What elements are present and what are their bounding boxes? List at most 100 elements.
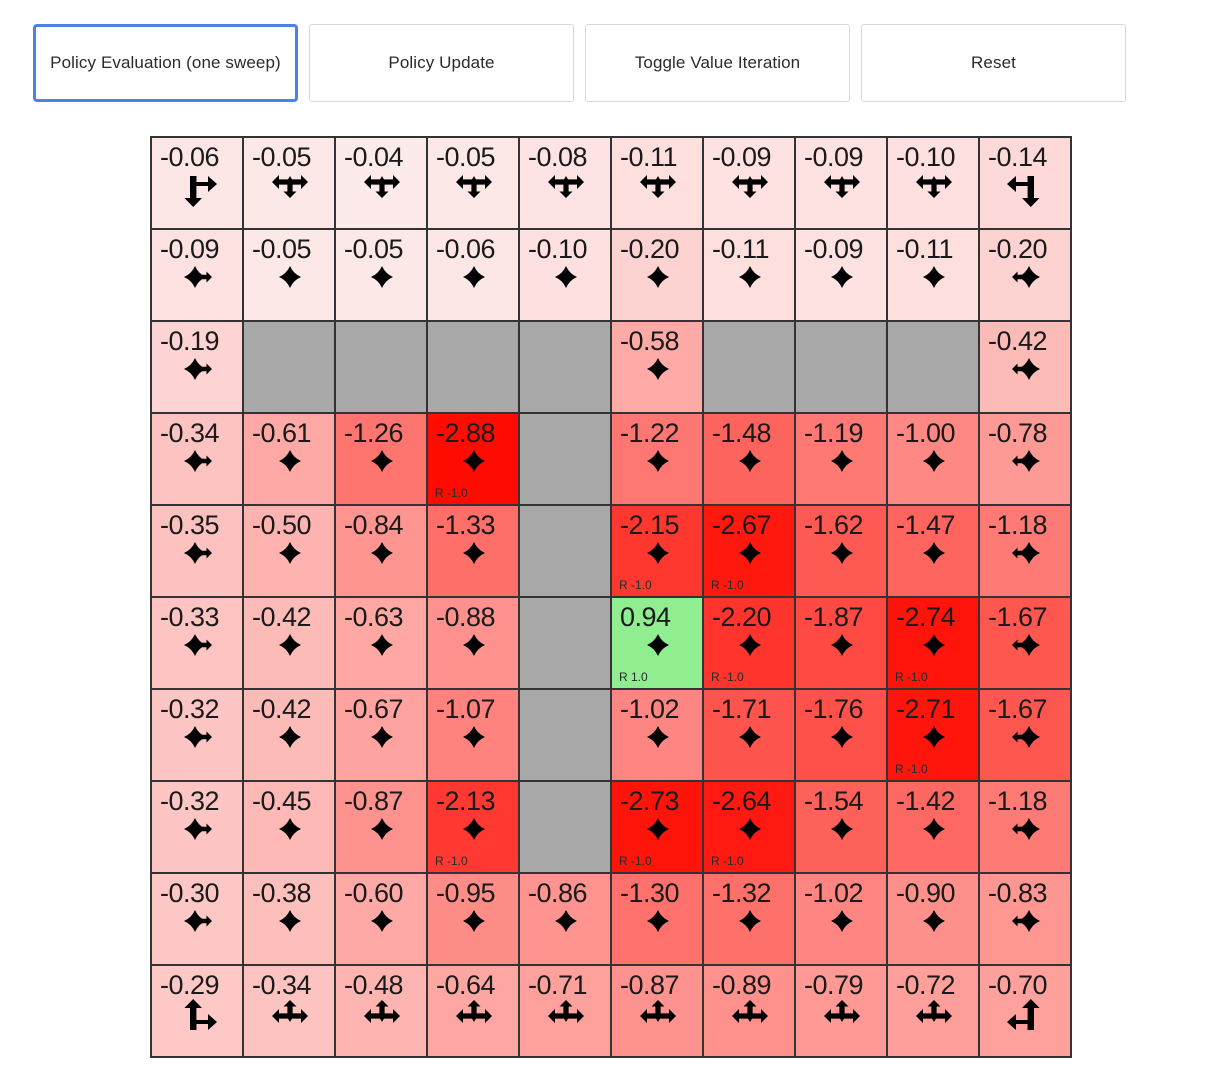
- cell-reward-label: R -1.0: [711, 670, 744, 684]
- grid-cell[interactable]: -0.42: [980, 322, 1072, 414]
- grid-cell[interactable]: -0.32: [152, 690, 244, 782]
- grid-cell[interactable]: -0.11: [612, 138, 704, 230]
- cell-value: -0.33: [160, 602, 220, 632]
- grid-cell[interactable]: -1.30: [612, 874, 704, 966]
- grid-cell[interactable]: -0.06: [152, 138, 244, 230]
- grid-cell[interactable]: -0.05: [244, 138, 336, 230]
- grid-cell[interactable]: -0.19: [152, 322, 244, 414]
- grid-cell[interactable]: -1.87: [796, 598, 888, 690]
- policy-update-button[interactable]: Policy Update: [309, 24, 574, 102]
- grid-cell[interactable]: -0.10: [888, 138, 980, 230]
- grid-cell[interactable]: -1.54: [796, 782, 888, 874]
- grid-cell[interactable]: -1.32: [704, 874, 796, 966]
- grid-cell[interactable]: -0.89: [704, 966, 796, 1058]
- grid-cell[interactable]: -0.29: [152, 966, 244, 1058]
- grid-cell[interactable]: -0.08: [520, 138, 612, 230]
- grid-cell[interactable]: -0.09: [796, 138, 888, 230]
- grid-cell[interactable]: -0.34: [152, 414, 244, 506]
- cell-value: -0.20: [620, 234, 680, 264]
- grid-cell[interactable]: -0.50: [244, 506, 336, 598]
- grid-cell[interactable]: -0.38: [244, 874, 336, 966]
- grid-cell[interactable]: -1.33: [428, 506, 520, 598]
- grid-cell[interactable]: -1.67: [980, 598, 1072, 690]
- toggle-value-iteration-button[interactable]: Toggle Value Iteration: [585, 24, 850, 102]
- grid-cell[interactable]: -1.67: [980, 690, 1072, 782]
- cell-value: -0.06: [160, 142, 220, 172]
- grid-cell[interactable]: -0.32: [152, 782, 244, 874]
- grid-cell[interactable]: -0.79: [796, 966, 888, 1058]
- grid-cell[interactable]: -0.95: [428, 874, 520, 966]
- grid-cell[interactable]: -0.10: [520, 230, 612, 322]
- grid-cell[interactable]: -0.90: [888, 874, 980, 966]
- grid-cell[interactable]: -1.02: [612, 690, 704, 782]
- grid-cell[interactable]: -0.09: [796, 230, 888, 322]
- grid-cell[interactable]: -0.87: [612, 966, 704, 1058]
- grid-cell[interactable]: -2.71 R -1.0: [888, 690, 980, 782]
- grid-cell[interactable]: -0.11: [888, 230, 980, 322]
- policy-arrow-icon: [704, 168, 794, 218]
- grid-cell[interactable]: -0.48: [336, 966, 428, 1058]
- cell-value: -0.84: [344, 510, 404, 540]
- grid-cell[interactable]: -1.71: [704, 690, 796, 782]
- grid-cell[interactable]: -0.60: [336, 874, 428, 966]
- grid-cell[interactable]: -1.07: [428, 690, 520, 782]
- grid-cell[interactable]: -2.13 R -1.0: [428, 782, 520, 874]
- grid-cell[interactable]: -1.47: [888, 506, 980, 598]
- grid-cell[interactable]: -1.48: [704, 414, 796, 506]
- grid-cell[interactable]: -2.64 R -1.0: [704, 782, 796, 874]
- grid-cell[interactable]: -2.74 R -1.0: [888, 598, 980, 690]
- grid-cell[interactable]: -1.02: [796, 874, 888, 966]
- grid-cell[interactable]: -1.00: [888, 414, 980, 506]
- grid-cell[interactable]: -1.19: [796, 414, 888, 506]
- grid-cell[interactable]: -0.33: [152, 598, 244, 690]
- grid-cell[interactable]: -0.45: [244, 782, 336, 874]
- grid-cell[interactable]: -0.42: [244, 690, 336, 782]
- grid-cell[interactable]: -0.14: [980, 138, 1072, 230]
- grid-cell[interactable]: -2.67 R -1.0: [704, 506, 796, 598]
- grid-cell[interactable]: -0.78: [980, 414, 1072, 506]
- grid-cell[interactable]: -0.42: [244, 598, 336, 690]
- grid-cell[interactable]: -2.73 R -1.0: [612, 782, 704, 874]
- grid-cell[interactable]: -0.86: [520, 874, 612, 966]
- grid-cell[interactable]: 0.94 R 1.0: [612, 598, 704, 690]
- grid-cell[interactable]: -2.15 R -1.0: [612, 506, 704, 598]
- grid-cell[interactable]: -0.87: [336, 782, 428, 874]
- grid-cell[interactable]: -0.35: [152, 506, 244, 598]
- policy-arrow-icon: [244, 996, 334, 1046]
- grid-cell[interactable]: -0.83: [980, 874, 1072, 966]
- grid-cell[interactable]: -0.11: [704, 230, 796, 322]
- grid-cell[interactable]: -0.20: [612, 230, 704, 322]
- grid-cell[interactable]: -1.22: [612, 414, 704, 506]
- grid-cell[interactable]: -0.30: [152, 874, 244, 966]
- grid-cell[interactable]: -0.05: [336, 230, 428, 322]
- grid-cell[interactable]: -2.88 R -1.0: [428, 414, 520, 506]
- grid-cell[interactable]: -0.88: [428, 598, 520, 690]
- grid-cell[interactable]: -0.72: [888, 966, 980, 1058]
- grid-cell[interactable]: -0.84: [336, 506, 428, 598]
- grid-cell[interactable]: -1.18: [980, 506, 1072, 598]
- grid-cell[interactable]: -0.20: [980, 230, 1072, 322]
- grid-cell[interactable]: -0.67: [336, 690, 428, 782]
- grid-cell[interactable]: -0.05: [244, 230, 336, 322]
- grid-cell[interactable]: -1.62: [796, 506, 888, 598]
- grid-cell[interactable]: -0.04: [336, 138, 428, 230]
- grid-cell[interactable]: -1.18: [980, 782, 1072, 874]
- grid-cell[interactable]: -0.58: [612, 322, 704, 414]
- grid-cell[interactable]: -0.63: [336, 598, 428, 690]
- grid-cell[interactable]: -2.20 R -1.0: [704, 598, 796, 690]
- grid-cell[interactable]: -0.70: [980, 966, 1072, 1058]
- grid-cell[interactable]: -0.06: [428, 230, 520, 322]
- grid-cell[interactable]: -0.09: [152, 230, 244, 322]
- policy-evaluation-button[interactable]: Policy Evaluation (one sweep): [33, 24, 298, 102]
- reset-button[interactable]: Reset: [861, 24, 1126, 102]
- grid-cell[interactable]: -0.64: [428, 966, 520, 1058]
- grid-cell[interactable]: -1.42: [888, 782, 980, 874]
- grid-cell[interactable]: -0.34: [244, 966, 336, 1058]
- grid-cell[interactable]: -0.61: [244, 414, 336, 506]
- grid-cell-wall: [704, 322, 796, 414]
- grid-cell[interactable]: -0.09: [704, 138, 796, 230]
- grid-cell[interactable]: -0.71: [520, 966, 612, 1058]
- grid-cell[interactable]: -1.76: [796, 690, 888, 782]
- grid-cell[interactable]: -0.05: [428, 138, 520, 230]
- grid-cell[interactable]: -1.26: [336, 414, 428, 506]
